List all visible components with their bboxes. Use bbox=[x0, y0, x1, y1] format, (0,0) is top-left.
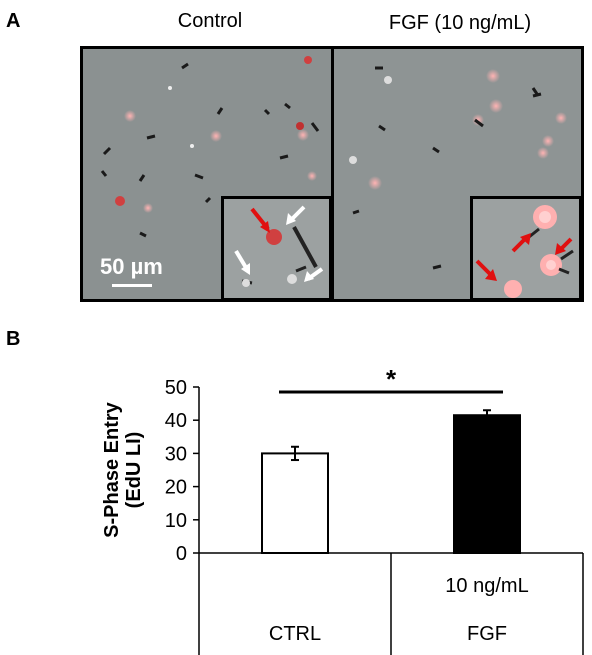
chart-axes bbox=[198, 387, 584, 655]
y-tick-label: 0 bbox=[176, 543, 187, 565]
y-ticks: 0 10 20 30 40 50 bbox=[165, 377, 199, 565]
y-tick-label: 30 bbox=[165, 443, 187, 465]
fgf-inset bbox=[470, 196, 582, 301]
bar-ctrl bbox=[261, 452, 329, 554]
panel-a-letter: A bbox=[6, 10, 21, 32]
bar-chart: 0 10 20 30 40 50 CTRL FGF 10 ng/mL S-Phase Entr… bbox=[101, 364, 584, 655]
bars bbox=[261, 409, 521, 554]
bar-fgf bbox=[453, 414, 521, 554]
panel-b-letter: B bbox=[6, 328, 21, 350]
fgf-image-title: FGF (10 ng/mL) bbox=[388, 12, 532, 34]
significance-marker: * bbox=[279, 364, 503, 394]
fgf-inset-cells bbox=[473, 199, 579, 298]
significance-star: * bbox=[386, 364, 397, 394]
y-tick-label: 40 bbox=[165, 410, 187, 432]
control-inset bbox=[221, 196, 332, 301]
control-micrograph: 50 µm bbox=[80, 48, 332, 301]
category-labels: CTRL FGF 10 ng/mL bbox=[269, 575, 529, 645]
y-tick-label: 50 bbox=[165, 377, 187, 399]
category-sublabel: 10 ng/mL bbox=[445, 575, 528, 597]
y-axis-label-line: S-Phase Entry bbox=[101, 401, 123, 537]
category-label: FGF bbox=[467, 623, 507, 645]
control-image-title: Control bbox=[177, 10, 243, 32]
scale-bar-label: 50 µm bbox=[100, 254, 163, 279]
fgf-micrograph bbox=[333, 48, 582, 301]
y-tick-label: 20 bbox=[165, 477, 187, 499]
y-axis-label: S-Phase Entry (EdU LI) bbox=[101, 401, 145, 537]
control-image-frame bbox=[80, 46, 334, 302]
y-axis-label-line: (EdU LI) bbox=[123, 432, 145, 509]
scale-bar bbox=[112, 284, 152, 287]
control-inset-cells bbox=[224, 199, 329, 298]
category-label: CTRL bbox=[269, 623, 321, 645]
fgf-image-frame bbox=[331, 46, 584, 302]
y-tick-label: 10 bbox=[165, 510, 187, 532]
